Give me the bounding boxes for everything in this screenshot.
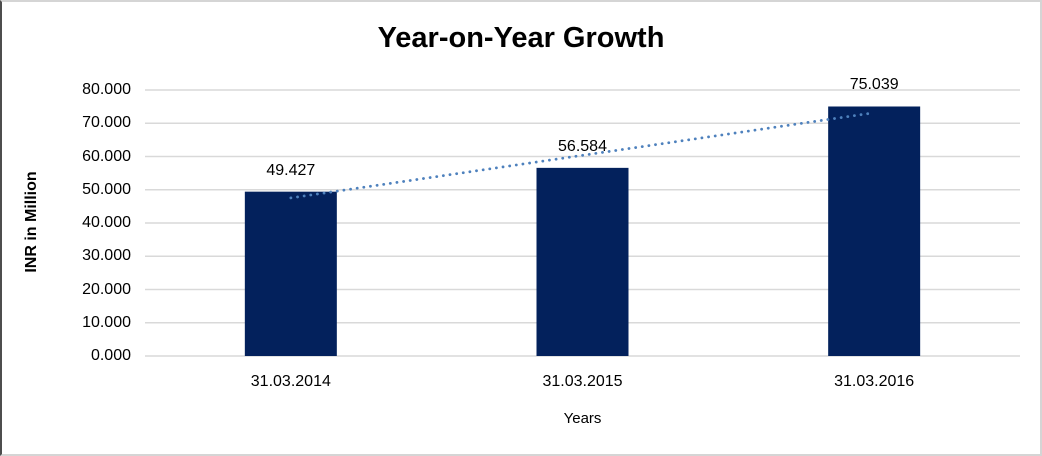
- y-tick-label: 80.000: [82, 81, 131, 98]
- bar: [244, 191, 337, 356]
- chart-title: Year-on-Year Growth: [377, 22, 665, 54]
- y-tick-label: 70.000: [82, 114, 131, 132]
- bar: [536, 167, 629, 356]
- bar-data-label: 75.039: [849, 76, 899, 94]
- bar-data-label: 56.584: [558, 137, 607, 155]
- y-tick-label: 10.000: [82, 313, 131, 331]
- y-tick-label: 40.000: [82, 214, 131, 231]
- x-axis-title: Years: [563, 410, 602, 427]
- y-tick-label: 0.000: [90, 347, 131, 364]
- y-tick-label: 30.000: [82, 247, 131, 265]
- x-tick-label: 31.03.2016: [834, 373, 915, 390]
- trendline: [289, 111, 876, 200]
- x-tick-label: 31.03.2014: [250, 373, 331, 390]
- y-tick-label: 50.000: [82, 180, 131, 198]
- y-tick-label: 60.000: [82, 147, 131, 165]
- bar-data-label: 49.427: [266, 161, 316, 179]
- y-tick-label: 20.000: [82, 280, 131, 298]
- bar: [828, 106, 921, 356]
- x-tick-label: 31.03.2015: [542, 373, 623, 390]
